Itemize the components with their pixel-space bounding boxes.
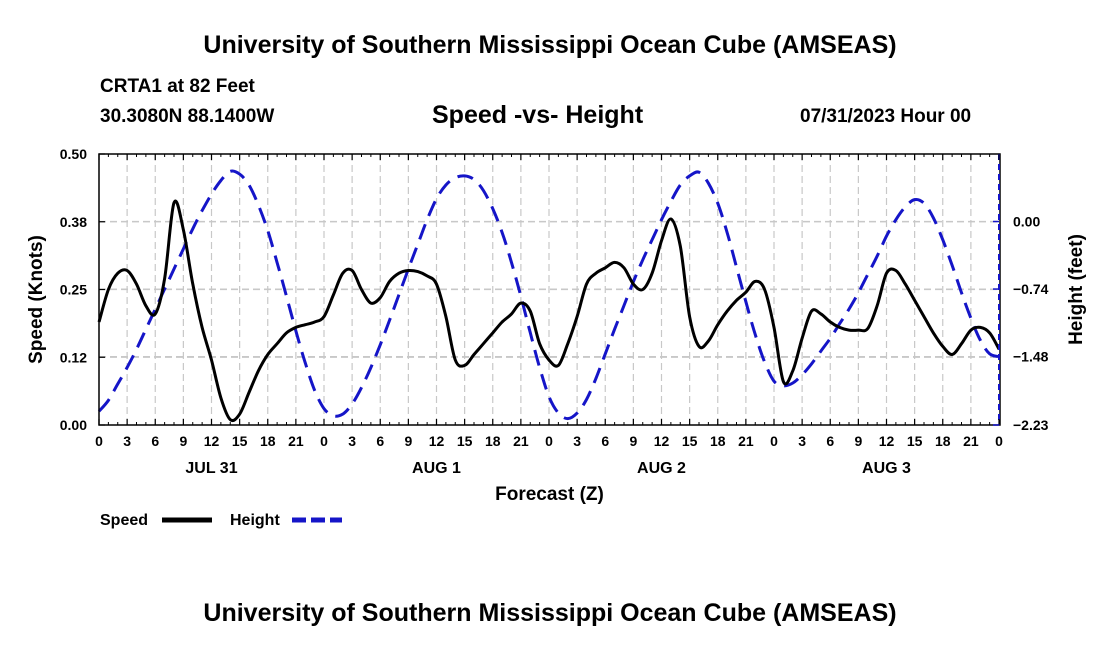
x-tick-label: 18 <box>485 433 501 449</box>
main-title: University of Southern Mississippi Ocean… <box>203 31 897 59</box>
x-tick-label: 15 <box>907 433 923 449</box>
x-tick-label: 15 <box>457 433 473 449</box>
footer-title: University of Southern Mississippi Ocean… <box>203 599 897 627</box>
height-series-layer <box>97 169 1000 421</box>
y2-tick-label: −1.48 <box>1013 349 1049 365</box>
speed-series-layer <box>97 199 1001 423</box>
x-tick-label: 3 <box>123 433 131 449</box>
x-day-label: AUG 3 <box>862 460 911 477</box>
x-tick-label: 18 <box>260 433 276 449</box>
y2-tick-label: −2.23 <box>1013 417 1049 433</box>
x-axis-title: Forecast (Z) <box>495 484 604 505</box>
x-tick-label: 0 <box>770 433 778 449</box>
x-tick-label: 0 <box>95 433 103 449</box>
legend: Speed Height <box>100 512 342 529</box>
x-tick-label: 3 <box>348 433 356 449</box>
x-day-label: JUL 31 <box>185 460 237 477</box>
y-tick-label: 0.12 <box>60 349 87 365</box>
y-tick-label: 0.50 <box>60 146 87 162</box>
x-tick-label: 6 <box>376 433 384 449</box>
chart-title: Speed -vs- Height <box>432 101 644 129</box>
x-tick-label: 3 <box>573 433 581 449</box>
x-tick-label: 0 <box>545 433 553 449</box>
y-tick-label: 0.00 <box>60 417 87 433</box>
x-tick-label: 21 <box>513 433 529 449</box>
x-tick-label: 12 <box>429 433 445 449</box>
x-tick-label: 21 <box>963 433 979 449</box>
axes-layer: 0 3 6 9 12 15 18 21 0 3 6 9 12 15 18 21 0 3 6 9 12 15 18 21 0 3 6 9… <box>60 146 1049 477</box>
y-axis-title: Speed (Knots) <box>26 235 47 364</box>
y-tick-label: 0.25 <box>60 282 87 298</box>
x-tick-label: 0 <box>995 433 1003 449</box>
x-tick-label: 15 <box>682 433 698 449</box>
y2-axis-title: Height (feet) <box>1066 234 1087 345</box>
height-series-line <box>97 169 1000 421</box>
speed-series-line <box>97 199 1001 423</box>
y2-tick-label: −0.74 <box>1013 281 1049 297</box>
datetime-label: 07/31/2023 Hour 00 <box>800 106 972 127</box>
legend-speed-label: Speed <box>100 512 148 529</box>
speed-height-chart: 0 3 6 9 12 15 18 21 0 3 6 9 12 15 18 21 0 3 6 9 12 15 18 21 0 3 6 9… <box>26 146 1087 529</box>
x-tick-label: 0 <box>320 433 328 449</box>
x-tick-label: 21 <box>288 433 304 449</box>
x-tick-label: 12 <box>654 433 670 449</box>
x-tick-label: 18 <box>935 433 951 449</box>
legend-height-label: Height <box>230 512 280 529</box>
x-tick-label: 9 <box>179 433 187 449</box>
x-tick-label: 21 <box>738 433 754 449</box>
x-tick-label: 12 <box>879 433 895 449</box>
x-tick-label: 6 <box>601 433 609 449</box>
y2-tick-label: 0.00 <box>1013 214 1040 230</box>
x-day-label: AUG 2 <box>637 460 686 477</box>
x-day-label: AUG 1 <box>412 460 461 477</box>
x-tick-label: 3 <box>798 433 806 449</box>
x-tick-label: 9 <box>404 433 412 449</box>
x-tick-label: 15 <box>232 433 248 449</box>
grid-layer <box>99 154 999 425</box>
x-tick-label: 18 <box>710 433 726 449</box>
x-tick-label: 12 <box>204 433 220 449</box>
y-tick-label: 0.38 <box>60 214 87 230</box>
x-tick-label: 6 <box>826 433 834 449</box>
station-label: CRTA1 at 82 Feet <box>100 76 255 97</box>
coordinates-label: 30.3080N 88.1400W <box>100 106 275 127</box>
x-tick-label: 9 <box>629 433 637 449</box>
x-tick-label: 6 <box>151 433 159 449</box>
x-tick-label: 9 <box>854 433 862 449</box>
